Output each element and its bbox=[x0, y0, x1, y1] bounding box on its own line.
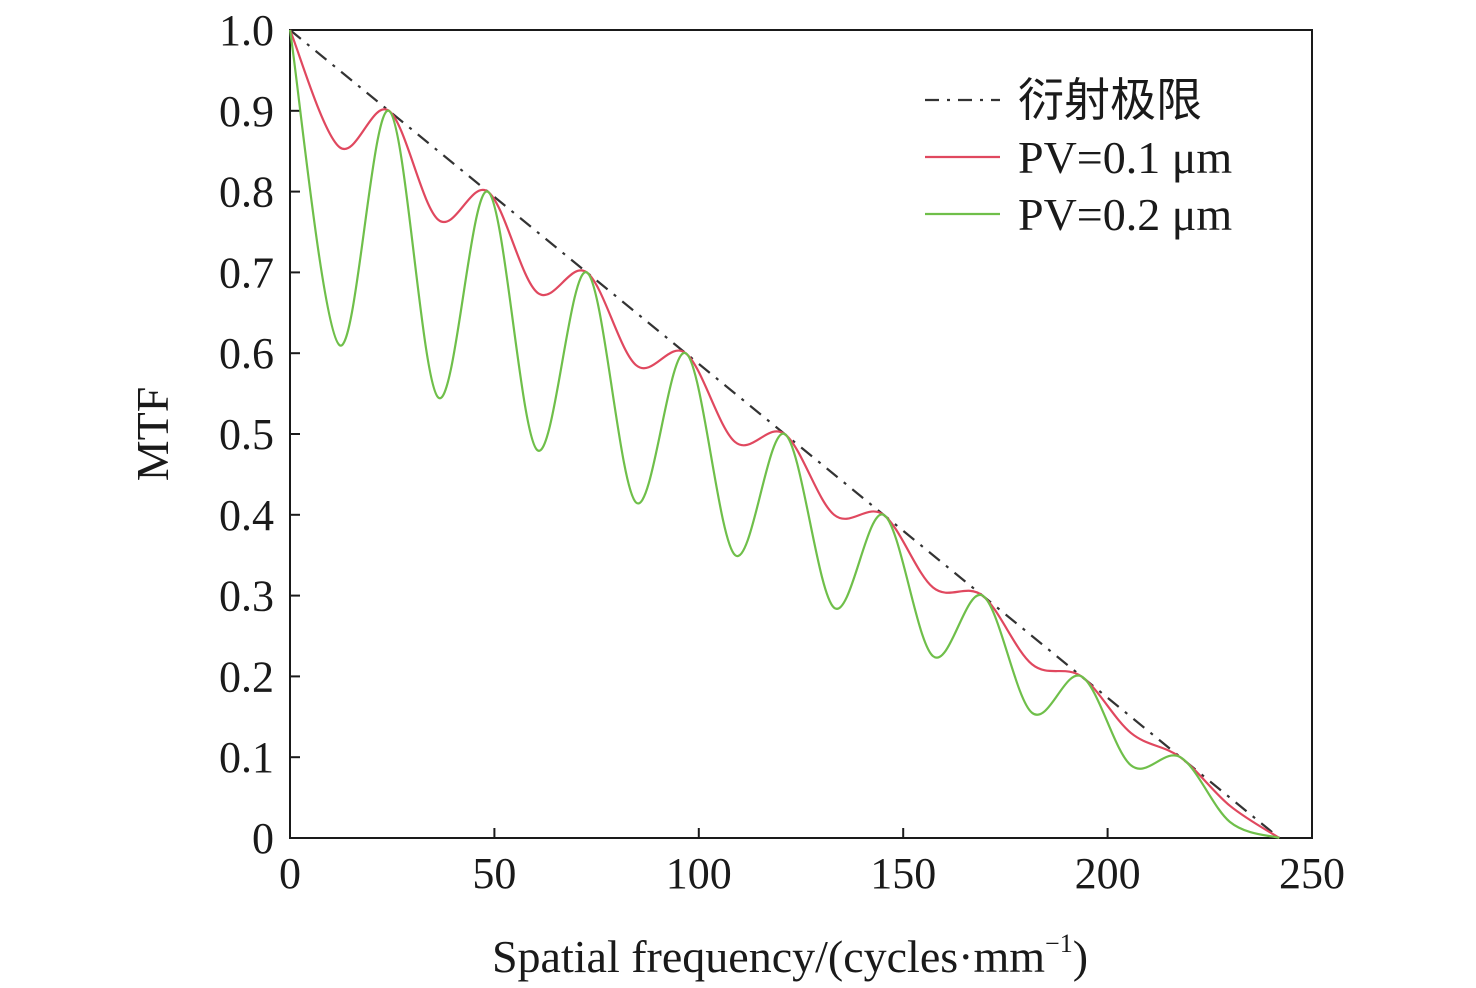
legend: 衍射极限 PV=0.1 μm PV=0.2 μm bbox=[925, 75, 1232, 240]
y-tick-label: 0.8 bbox=[219, 168, 274, 217]
y-tick-label: 0.2 bbox=[219, 652, 274, 701]
legend-label-1: 衍射极限 bbox=[1018, 75, 1202, 126]
x-tick-label: 200 bbox=[1075, 849, 1141, 898]
y-tick-label: 0.9 bbox=[219, 87, 274, 136]
y-tick-label: 0.4 bbox=[219, 491, 274, 540]
x-tick-label: 100 bbox=[666, 849, 732, 898]
series-layer bbox=[288, 29, 1280, 840]
y-tick-label: 0.3 bbox=[219, 572, 274, 621]
x-axis-label-main: Spatial frequency/(cycles·mm bbox=[492, 931, 1045, 982]
y-tick-label: 0.6 bbox=[219, 329, 274, 378]
y-tick-label: 1.0 bbox=[219, 6, 274, 55]
legend-label-2: PV=0.1 μm bbox=[1018, 132, 1232, 183]
series-line-3 bbox=[288, 29, 1280, 840]
x-axis-label-close: ) bbox=[1073, 931, 1088, 982]
y-tick-label: 0 bbox=[252, 814, 274, 863]
x-tick-label: 250 bbox=[1279, 849, 1345, 898]
x-axis-label: Spatial frequency/(cycles·mm−1) bbox=[492, 929, 1088, 982]
y-tick-label: 0.7 bbox=[219, 248, 274, 297]
x-tick-label: 50 bbox=[472, 849, 516, 898]
x-tick-label: 150 bbox=[870, 849, 936, 898]
x-tick-label: 0 bbox=[279, 849, 301, 898]
y-tick-label: 0.5 bbox=[219, 410, 274, 459]
x-axis-label-superscript: −1 bbox=[1045, 929, 1073, 958]
y-axis-label: MTF bbox=[127, 387, 178, 482]
axis-tick-labels: 0 50 100 150 200 250 0 0.1 0.2 0.3 0.4 0.5 0.6 0.7 0.8… bbox=[219, 6, 1345, 898]
legend-label-3: PV=0.2 μm bbox=[1018, 189, 1232, 240]
y-tick-label: 0.1 bbox=[219, 733, 274, 782]
